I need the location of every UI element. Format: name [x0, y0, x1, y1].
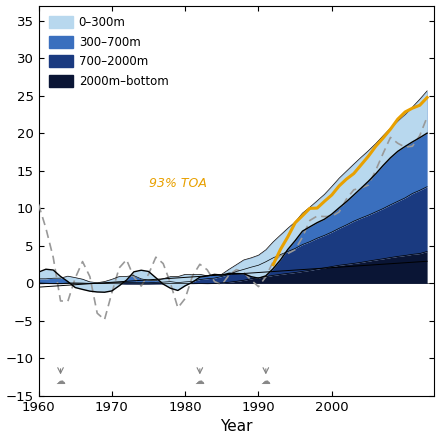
Text: ☁: ☁	[261, 376, 271, 386]
Text: ☁: ☁	[56, 376, 66, 386]
Text: 93% TOA: 93% TOA	[150, 177, 207, 190]
Legend: 0–300m, 300–700m, 700–2000m, 2000m–bottom: 0–300m, 300–700m, 700–2000m, 2000m–botto…	[44, 11, 173, 92]
Text: ☁: ☁	[195, 376, 205, 386]
X-axis label: Year: Year	[220, 419, 253, 434]
